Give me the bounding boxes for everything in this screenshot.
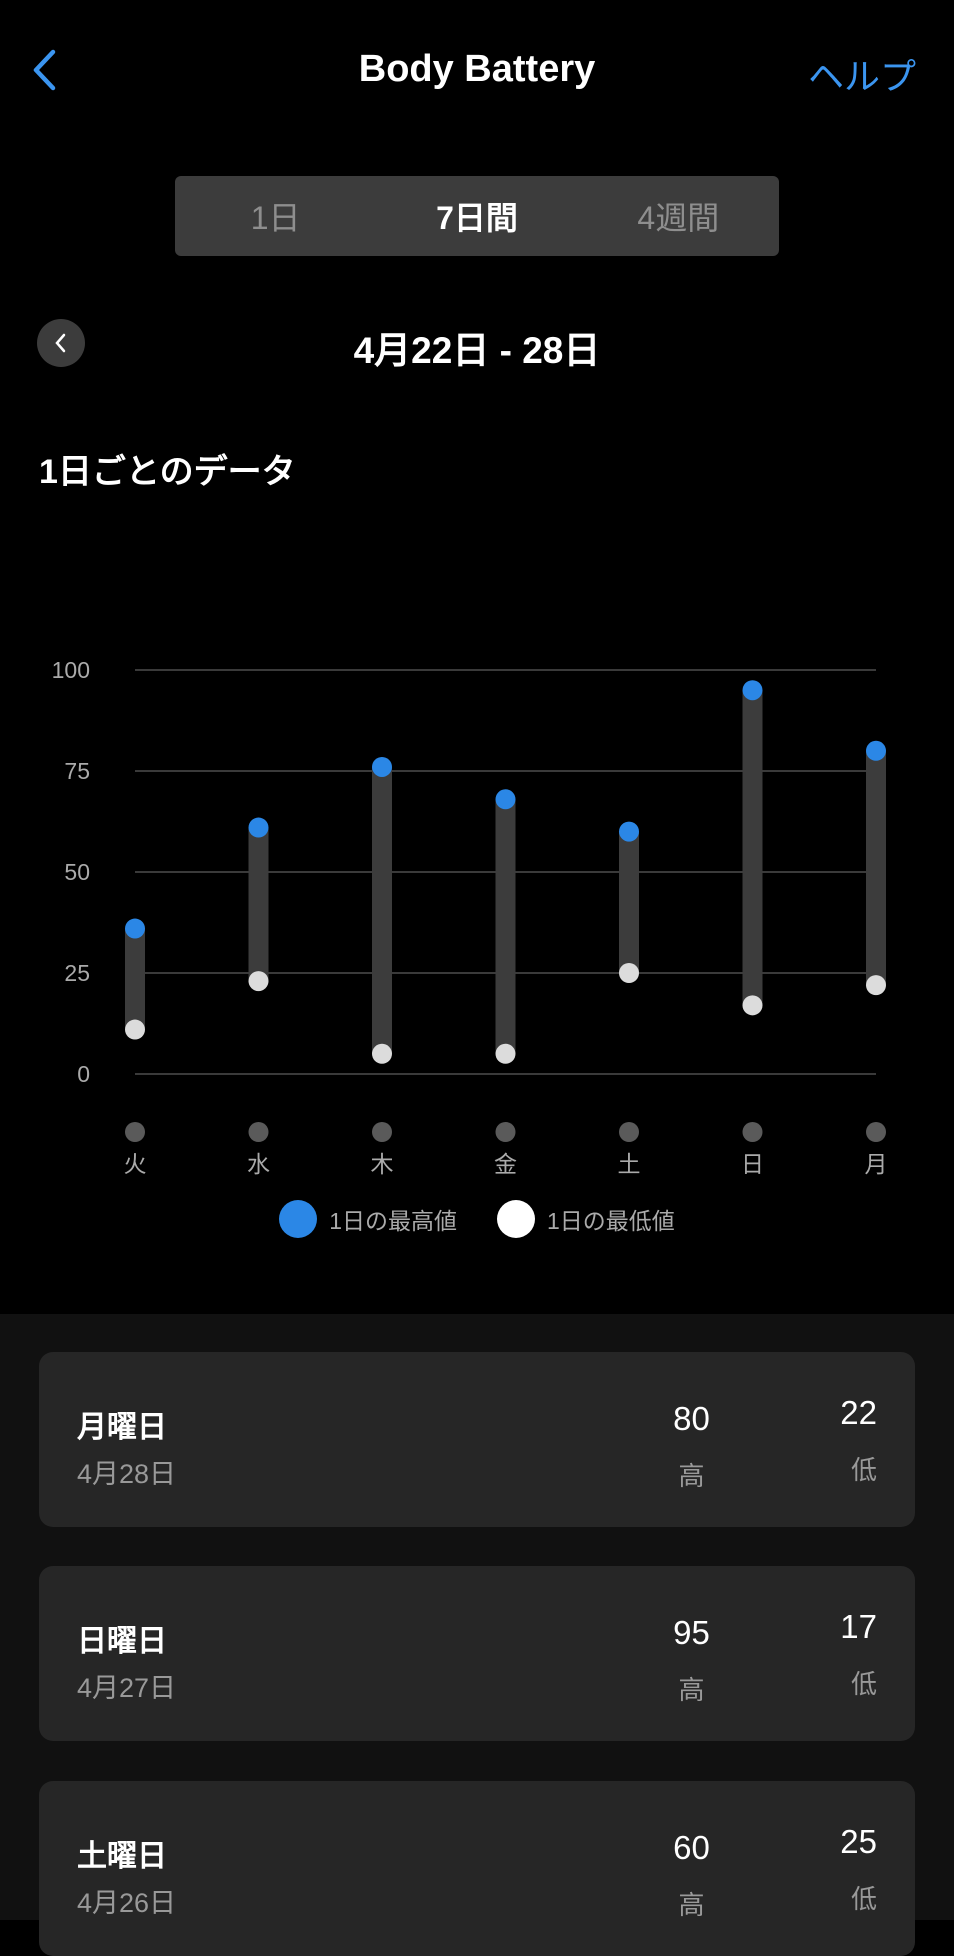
y-tick-label: 25 xyxy=(64,960,90,986)
section-title: 1日ごとのデータ xyxy=(39,453,296,491)
range-bar xyxy=(619,831,639,973)
low-point xyxy=(372,1043,392,1064)
low-value: 25 xyxy=(840,1823,877,1860)
low-label: 低 xyxy=(850,1455,877,1485)
x-tick-label: 金 xyxy=(494,1151,517,1177)
legend-low-swatch xyxy=(497,1200,535,1238)
range-bar xyxy=(372,766,392,1054)
high-point xyxy=(125,918,145,939)
high-point xyxy=(372,756,392,777)
high-value: 80 xyxy=(673,1400,710,1437)
high-point xyxy=(495,789,516,810)
low-label: 低 xyxy=(850,1884,877,1914)
range-bar xyxy=(125,928,145,1030)
day-indicator-dot xyxy=(495,1122,516,1142)
chevron-left-icon xyxy=(55,333,66,353)
y-tick-label: 75 xyxy=(64,758,90,784)
legend-high-label: 1日の最高値 xyxy=(329,1208,457,1234)
low-point xyxy=(866,975,886,996)
previous-period-button[interactable] xyxy=(37,319,85,367)
range-bar xyxy=(742,690,763,1006)
help-button[interactable]: ヘルプ xyxy=(807,56,916,97)
day-indicator-dot xyxy=(125,1122,145,1142)
high-point xyxy=(742,680,763,701)
x-tick-label: 火 xyxy=(124,1151,147,1177)
low-point xyxy=(248,971,269,992)
y-tick-label: 0 xyxy=(77,1061,90,1087)
day-card[interactable]: 月曜日 4月28日 80 高 22 低 xyxy=(39,1352,915,1527)
tab-4-weeks[interactable]: 4週間 xyxy=(637,200,720,236)
daily-list: 月曜日 4月28日 80 高 22 低 日曜日 4月27日 95 高 17 低 … xyxy=(0,1314,954,1956)
x-tick-label: 水 xyxy=(247,1151,270,1177)
day-name: 月曜日 xyxy=(77,1411,167,1444)
day-date: 4月26日 xyxy=(77,1888,177,1918)
legend-low: 1日の最低値 xyxy=(497,1200,675,1238)
day-name: 土曜日 xyxy=(77,1840,167,1873)
legend-high: 1日の最高値 xyxy=(279,1200,457,1238)
day-card[interactable]: 日曜日 4月27日 95 高 17 低 xyxy=(39,1566,915,1741)
range-bar xyxy=(248,827,269,982)
high-label: 高 xyxy=(678,1890,705,1920)
low-point xyxy=(495,1043,516,1064)
date-range: 4月22日 - 28日 xyxy=(353,330,601,371)
high-label: 高 xyxy=(678,1461,705,1491)
range-bar xyxy=(495,799,516,1054)
low-value: 22 xyxy=(840,1394,877,1431)
low-label: 低 xyxy=(850,1669,877,1699)
page-title: Body Battery xyxy=(358,48,596,90)
high-value: 60 xyxy=(673,1829,710,1866)
day-indicator-dot xyxy=(248,1122,269,1142)
low-point xyxy=(125,1019,145,1040)
high-point xyxy=(248,817,269,838)
back-button[interactable] xyxy=(28,44,78,96)
high-point xyxy=(619,821,639,842)
x-tick-label: 月 xyxy=(865,1151,888,1177)
high-value: 95 xyxy=(673,1614,710,1651)
period-segmented-control: 1日 7日間 4週間 xyxy=(175,176,779,256)
day-indicator-dot xyxy=(866,1122,886,1142)
chart-legend: 1日の最高値 1日の最低値 xyxy=(0,1200,954,1238)
high-label: 高 xyxy=(678,1675,705,1705)
y-tick-label: 50 xyxy=(64,859,90,885)
legend-low-label: 1日の最低値 xyxy=(547,1208,675,1234)
high-point xyxy=(866,740,886,761)
legend-high-swatch xyxy=(279,1200,318,1238)
y-tick-label: 100 xyxy=(52,657,90,683)
low-value: 17 xyxy=(840,1608,877,1645)
low-point xyxy=(742,995,763,1016)
x-tick-label: 日 xyxy=(741,1151,764,1177)
low-point xyxy=(619,963,639,983)
x-tick-label: 木 xyxy=(371,1151,394,1177)
day-date: 4月28日 xyxy=(77,1459,177,1489)
day-name: 日曜日 xyxy=(77,1625,167,1658)
x-tick-label: 土 xyxy=(618,1151,641,1177)
tab-1-day[interactable]: 1日 xyxy=(250,200,301,236)
chevron-left-icon xyxy=(33,49,56,91)
body-battery-chart: 0 25 50 75 100 火 水 木 金 土 日 月 xyxy=(52,657,888,1177)
tab-7-days[interactable]: 7日間 xyxy=(436,200,518,236)
range-bar xyxy=(866,750,886,986)
day-card[interactable]: 土曜日 4月26日 60 高 25 低 xyxy=(39,1781,915,1956)
day-date: 4月27日 xyxy=(77,1673,177,1703)
day-indicator-dot xyxy=(619,1122,639,1142)
day-indicator-dot xyxy=(372,1122,392,1142)
day-indicator-dot xyxy=(742,1122,763,1142)
